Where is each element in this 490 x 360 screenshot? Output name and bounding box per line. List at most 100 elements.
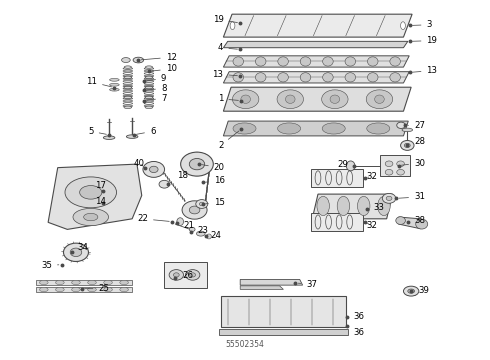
Ellipse shape — [386, 196, 392, 201]
Ellipse shape — [322, 57, 333, 66]
Ellipse shape — [124, 66, 131, 68]
Ellipse shape — [322, 123, 345, 134]
Ellipse shape — [124, 96, 132, 99]
Ellipse shape — [330, 95, 340, 103]
Bar — [221, 296, 346, 328]
Ellipse shape — [277, 90, 303, 109]
Text: 35: 35 — [41, 261, 59, 270]
Ellipse shape — [337, 196, 350, 216]
Ellipse shape — [345, 57, 356, 66]
Polygon shape — [223, 41, 408, 48]
Ellipse shape — [321, 90, 348, 109]
Polygon shape — [240, 279, 303, 285]
Ellipse shape — [401, 140, 414, 150]
Polygon shape — [312, 194, 392, 219]
Text: 36: 36 — [347, 327, 364, 337]
Text: 5: 5 — [88, 127, 106, 136]
Text: 32: 32 — [366, 221, 377, 230]
Ellipse shape — [278, 57, 289, 66]
Text: 17: 17 — [95, 181, 106, 190]
Ellipse shape — [317, 196, 329, 216]
Ellipse shape — [55, 287, 64, 292]
Ellipse shape — [233, 57, 244, 66]
Polygon shape — [223, 121, 408, 136]
Polygon shape — [223, 14, 412, 37]
Text: 2: 2 — [218, 131, 239, 150]
Text: 34: 34 — [72, 243, 89, 252]
Text: 1: 1 — [218, 94, 239, 103]
Ellipse shape — [181, 152, 213, 176]
Text: 8: 8 — [147, 84, 167, 93]
Text: 16: 16 — [205, 176, 225, 185]
Ellipse shape — [70, 248, 82, 257]
Ellipse shape — [173, 273, 179, 277]
Ellipse shape — [124, 76, 132, 78]
Polygon shape — [223, 56, 409, 67]
Text: 22: 22 — [137, 214, 169, 223]
Ellipse shape — [368, 73, 378, 82]
Text: 40: 40 — [134, 158, 145, 167]
Ellipse shape — [396, 217, 405, 224]
Ellipse shape — [196, 199, 208, 208]
Text: 11: 11 — [86, 77, 112, 87]
Polygon shape — [48, 164, 142, 229]
Ellipse shape — [255, 57, 266, 66]
Ellipse shape — [124, 106, 132, 109]
Ellipse shape — [322, 73, 333, 82]
Ellipse shape — [146, 96, 152, 98]
Ellipse shape — [124, 86, 132, 89]
Ellipse shape — [346, 161, 355, 171]
Ellipse shape — [232, 90, 259, 109]
Ellipse shape — [189, 227, 195, 231]
Ellipse shape — [345, 73, 356, 82]
Text: 32: 32 — [366, 172, 377, 181]
Ellipse shape — [145, 106, 153, 109]
Ellipse shape — [65, 177, 117, 208]
Ellipse shape — [55, 280, 64, 285]
Ellipse shape — [110, 83, 119, 86]
Text: 6: 6 — [136, 127, 155, 136]
Bar — [311, 213, 363, 231]
Ellipse shape — [233, 123, 256, 134]
Text: 36: 36 — [347, 312, 364, 321]
Ellipse shape — [368, 57, 378, 66]
Ellipse shape — [84, 213, 98, 221]
Text: 3: 3 — [413, 20, 432, 29]
Ellipse shape — [403, 286, 419, 296]
Ellipse shape — [73, 208, 108, 226]
Ellipse shape — [122, 58, 130, 63]
Ellipse shape — [382, 193, 396, 203]
Bar — [219, 329, 348, 334]
Ellipse shape — [401, 22, 405, 30]
Ellipse shape — [385, 161, 393, 167]
Text: 18: 18 — [171, 171, 188, 183]
Ellipse shape — [255, 73, 266, 82]
Ellipse shape — [169, 270, 184, 280]
Ellipse shape — [190, 273, 196, 277]
Ellipse shape — [207, 234, 211, 239]
Ellipse shape — [120, 287, 128, 292]
Ellipse shape — [189, 206, 200, 214]
Polygon shape — [223, 87, 411, 111]
Ellipse shape — [404, 143, 410, 148]
Ellipse shape — [146, 86, 152, 89]
Text: 13: 13 — [212, 70, 238, 79]
Text: 25: 25 — [84, 284, 110, 293]
Text: 26: 26 — [175, 271, 194, 280]
Ellipse shape — [199, 202, 204, 206]
Bar — [311, 169, 363, 187]
Ellipse shape — [185, 270, 200, 280]
Ellipse shape — [40, 280, 48, 285]
Ellipse shape — [189, 158, 205, 170]
Ellipse shape — [378, 196, 390, 216]
Text: 20: 20 — [202, 163, 225, 172]
Text: 21: 21 — [177, 221, 195, 230]
Ellipse shape — [146, 66, 152, 68]
Text: 37: 37 — [298, 280, 318, 289]
Ellipse shape — [146, 76, 152, 78]
Ellipse shape — [177, 218, 184, 225]
Bar — [164, 262, 207, 288]
Text: 19: 19 — [413, 36, 438, 45]
Text: 24: 24 — [206, 231, 221, 240]
Ellipse shape — [408, 289, 415, 293]
